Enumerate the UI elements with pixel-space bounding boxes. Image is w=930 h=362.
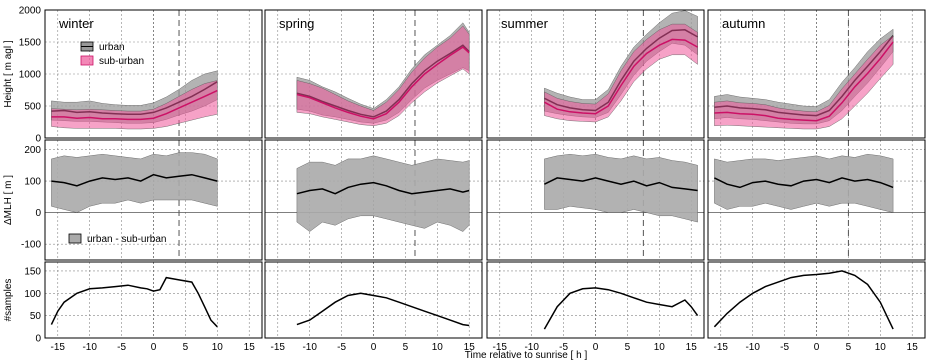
panel-autumn-samples xyxy=(707,261,926,339)
x-tick-label: 15 xyxy=(244,342,256,353)
x-tick-label: 10 xyxy=(654,342,666,353)
y-tick-label: 100 xyxy=(24,177,41,188)
series-line-urban-sub-urban xyxy=(51,173,218,187)
x-tick-label: -15 xyxy=(714,342,729,353)
x-tick-label: -10 xyxy=(82,342,97,353)
season-title-winter: winter xyxy=(58,16,94,31)
y-tick-label: 500 xyxy=(24,102,41,113)
series-line-sub-urban xyxy=(544,38,698,115)
x-tick-label: 5 xyxy=(846,342,852,353)
x-tick-label: -5 xyxy=(117,342,126,353)
y-tick-label: -100 xyxy=(21,240,41,251)
band-urban-sub-urban xyxy=(296,155,470,232)
series-line-sub-urban xyxy=(714,41,894,122)
x-tick-label: 0 xyxy=(593,342,599,353)
y-tick-label: 100 xyxy=(24,289,41,300)
y-axis-label: #samples xyxy=(3,279,14,322)
season-title-spring: spring xyxy=(279,16,314,31)
x-tick-label: -10 xyxy=(302,342,317,353)
legend-label-suburban: sub-urban xyxy=(99,56,144,67)
x-tick-label: 15 xyxy=(686,342,698,353)
y-tick-label: 150 xyxy=(24,266,41,277)
series-line-urban-sub-urban xyxy=(714,177,894,189)
series-line-sub-urban xyxy=(296,46,470,120)
series-line-#samples xyxy=(296,292,470,327)
x-tick-label: 5 xyxy=(183,342,189,353)
legend-swatch-diff xyxy=(68,233,82,244)
x-tick-label: -10 xyxy=(524,342,539,353)
band-sub-urban xyxy=(714,35,894,130)
band-urban-sub-urban xyxy=(51,152,218,213)
series-line-urban-sub-urban xyxy=(544,177,698,192)
band-urban-sub-urban xyxy=(544,153,698,223)
x-tick-label: 5 xyxy=(625,342,631,353)
series-line-#samples xyxy=(50,276,218,328)
x-tick-label: -10 xyxy=(745,342,760,353)
series-line-sub-urban xyxy=(51,89,218,121)
x-tick-label: -15 xyxy=(493,342,508,353)
band-sub-urban xyxy=(296,25,470,127)
panel-spring-samples xyxy=(264,261,483,339)
panel-autumn-height xyxy=(707,9,926,139)
x-tick-label: 0 xyxy=(151,342,157,353)
series-line-#samples xyxy=(543,287,699,330)
season-title-autumn: autumn xyxy=(722,16,765,31)
y-tick-label: 1000 xyxy=(19,70,42,81)
panel-spring-height xyxy=(264,9,483,139)
y-tick-label: 1500 xyxy=(19,38,42,49)
x-tick-label: -15 xyxy=(51,342,66,353)
x-tick-label: 5 xyxy=(403,342,409,353)
panel-winter-delta-mlh xyxy=(44,139,263,261)
y-tick-label: 0 xyxy=(35,208,41,219)
y-tick-label: 0 xyxy=(35,134,41,145)
y-tick-label: 50 xyxy=(30,311,42,322)
x-tick-label: -5 xyxy=(337,342,346,353)
panel-winter-height xyxy=(44,9,263,139)
band-sub-urban xyxy=(51,80,218,130)
y-axis-label: Height [ m agl ] xyxy=(3,40,14,107)
x-tick-label: -5 xyxy=(780,342,789,353)
panel-summer-height xyxy=(486,9,705,139)
x-tick-label: 15 xyxy=(464,342,476,353)
x-tick-label: 0 xyxy=(371,342,377,353)
y-tick-label: 200 xyxy=(24,145,41,156)
legend-label-diff: urban - sub-urban xyxy=(87,234,167,245)
x-tick-label: -5 xyxy=(559,342,568,353)
y-tick-label: 2000 xyxy=(19,6,42,17)
series-line-urban-sub-urban xyxy=(296,181,470,195)
x-tick-label: 15 xyxy=(907,342,919,353)
panel-winter-samples xyxy=(44,261,263,339)
series-line-#samples xyxy=(713,270,894,330)
y-tick-label: 0 xyxy=(35,334,41,345)
panel-summer-delta-mlh xyxy=(486,139,705,261)
x-tick-label: 10 xyxy=(432,342,444,353)
panel-spring-delta-mlh xyxy=(264,139,483,261)
x-tick-label: 10 xyxy=(875,342,887,353)
x-axis-label: Time relative to sunrise [ h ] xyxy=(465,350,588,361)
season-title-summer: summer xyxy=(501,16,549,31)
panel-autumn-delta-mlh xyxy=(707,139,926,261)
panel-summer-samples xyxy=(486,261,705,339)
x-tick-label: 0 xyxy=(814,342,820,353)
legend-swatch-suburban xyxy=(80,55,94,66)
x-tick-label: 10 xyxy=(212,342,224,353)
x-tick-label: -15 xyxy=(271,342,286,353)
legend-label-urban: urban xyxy=(99,42,125,53)
band-sub-urban xyxy=(544,23,698,123)
y-axis-label: ΔMLH [ m ] xyxy=(3,175,14,225)
band-urban-sub-urban xyxy=(714,153,894,213)
